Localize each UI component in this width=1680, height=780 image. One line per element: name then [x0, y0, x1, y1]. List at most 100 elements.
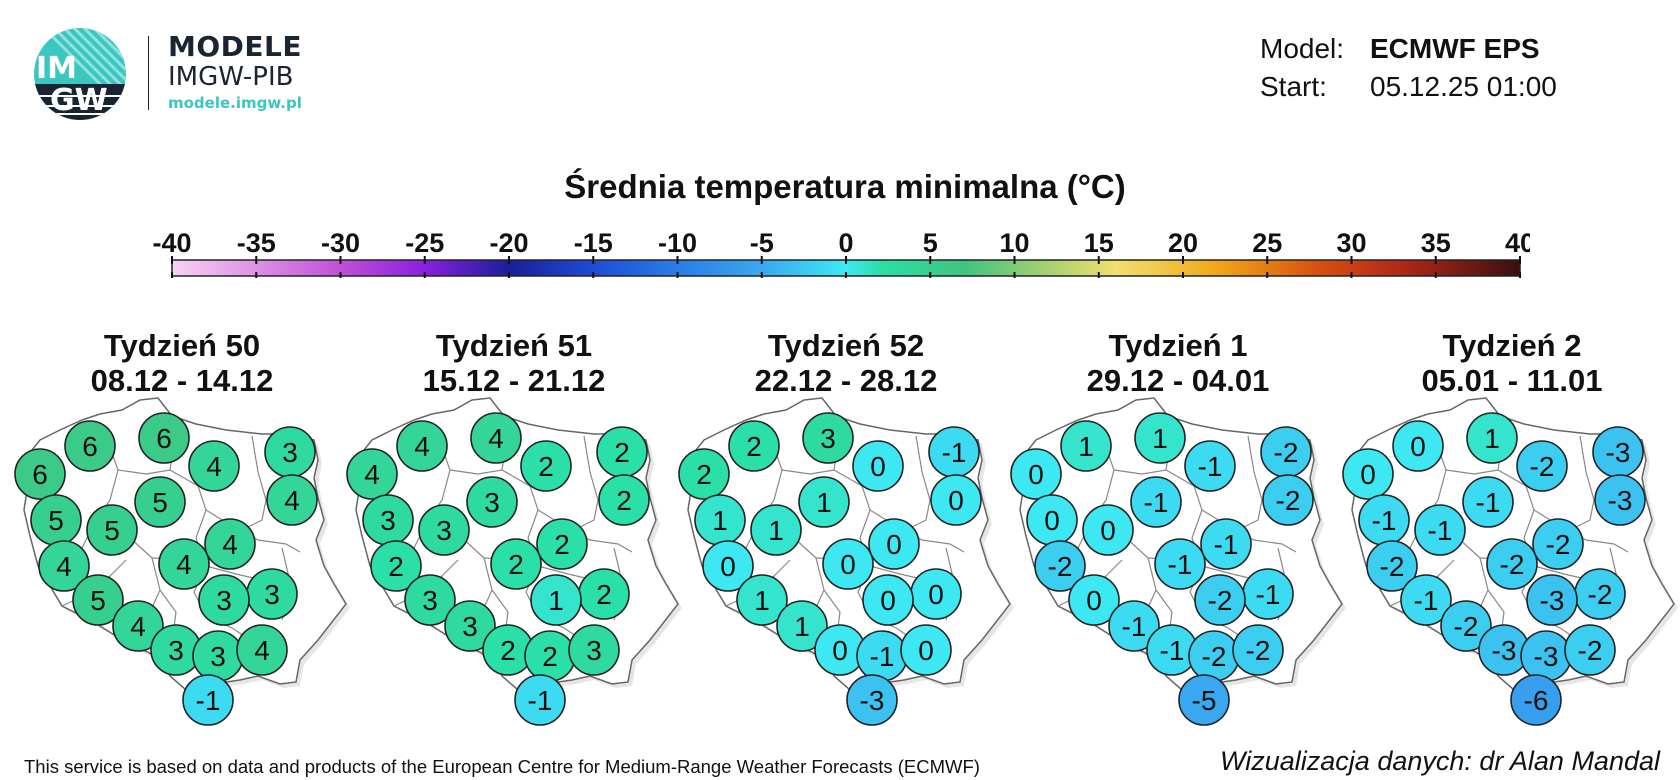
value-label: -2 [1578, 635, 1603, 666]
value-label: 0 [1360, 459, 1376, 490]
week-map: 0 0 1 -3 -2 -3 -1 -1 -1 -2 -2 -2 -2 -1 -2 -3 -3 -3 -2 -6 [1342, 397, 1678, 726]
region-value-marker: 1 [530, 574, 582, 626]
value-circle [1034, 540, 1086, 592]
value-label: 2 [388, 551, 404, 582]
value-label: -3 [1606, 437, 1631, 468]
value-label: 1 [768, 515, 784, 546]
start-value: 05.12.25 01:00 [1370, 71, 1557, 102]
region-border [781, 469, 897, 527]
region-value-marker: 3 [466, 476, 518, 528]
scale-tick-label: -20 [489, 228, 528, 258]
scale-tick-label: -40 [152, 228, 191, 258]
region-border [909, 435, 931, 529]
value-circle [1108, 600, 1160, 652]
value-label: -1 [1168, 549, 1193, 580]
region-value-marker: 5 [86, 504, 138, 556]
value-circle [1060, 420, 1112, 472]
imgw-logo-mark: IM GW [34, 28, 126, 120]
value-circle [1532, 518, 1584, 570]
value-label: 0 [1410, 431, 1426, 462]
value-circle [776, 600, 828, 652]
value-label: -1 [1256, 579, 1281, 610]
scale-tick-label: -35 [237, 228, 276, 258]
region-value-marker: -1 [1400, 574, 1452, 626]
region-value-marker: -1 [182, 674, 234, 726]
region-value-marker: 4 [266, 474, 318, 526]
region-value-marker: -1 [1146, 624, 1198, 676]
value-circle [1130, 476, 1182, 528]
region-value-marker: 1 [736, 574, 788, 626]
value-label: 1 [1484, 423, 1500, 454]
value-label: -1 [1476, 487, 1501, 518]
value-label: -2 [1274, 437, 1299, 468]
value-circle [1366, 540, 1418, 592]
region-value-marker: 1 [1060, 420, 1112, 472]
value-label: -1 [1122, 611, 1147, 642]
week-label: Tydzień 51 [436, 328, 592, 363]
region-value-marker: 5 [134, 476, 186, 528]
value-label: -1 [942, 437, 967, 468]
region-border [117, 469, 233, 527]
value-label: 0 [840, 549, 856, 580]
region-value-marker: 2 [598, 474, 650, 526]
region-value-marker: 1 [1466, 412, 1518, 464]
region-value-marker: 1 [694, 494, 746, 546]
logo-mark-bottom-text: GW [50, 83, 108, 118]
value-label: -1 [196, 685, 221, 716]
value-label: 5 [104, 515, 120, 546]
value-circle [1392, 420, 1444, 472]
value-circle [598, 474, 650, 526]
value-circle [490, 538, 542, 590]
region-value-marker: -1 [928, 426, 980, 478]
imgw-logo: IM GW MODELE IMGW-PIB modele.imgw.pl [32, 26, 322, 122]
value-label: 3 [820, 423, 836, 454]
region-value-marker: -5 [1178, 674, 1230, 726]
value-circle [852, 440, 904, 492]
region-value-marker: 0 [910, 568, 962, 620]
model-info: Model: ECMWF EPS Start: 05.12.25 01:00 [1260, 30, 1557, 106]
region-value-marker: 0 [1082, 504, 1134, 556]
value-label: 3 [586, 635, 602, 666]
week-map: 01 1 -2-1-20 0-1-2 -1-1-10-1-1-2-2 -2-5 [1010, 397, 1346, 726]
value-circle [1526, 574, 1578, 626]
region-value-marker: 2 [678, 448, 730, 500]
value-label: 0 [880, 585, 896, 616]
region-value-marker: 4 [236, 624, 288, 676]
start-row: Start: 05.12.25 01:00 [1260, 68, 1557, 106]
region-value-marker: 5 [72, 574, 124, 626]
value-circle [530, 574, 582, 626]
region-value-marker: -1 [1130, 476, 1182, 528]
value-circle [568, 624, 620, 676]
region-border [577, 435, 599, 529]
region-value-marker: 3 [198, 574, 250, 626]
value-circle [900, 624, 952, 676]
value-circle [72, 574, 124, 626]
value-circle [1414, 504, 1466, 556]
region-value-marker: 2 [596, 426, 648, 478]
value-label: -3 [1492, 635, 1517, 666]
region-value-marker: 0 [1068, 574, 1120, 626]
value-circle [1510, 674, 1562, 726]
value-label: -2 [1500, 549, 1525, 580]
footer-credit: Wizualizacja danych: dr Alan Mandal [1220, 746, 1660, 776]
region-value-marker: -2 [1440, 600, 1492, 652]
value-label: -1 [1144, 487, 1169, 518]
region-value-marker: 4 [346, 448, 398, 500]
logo-url: modele.imgw.pl [168, 94, 302, 112]
region-value-marker: 0 [930, 474, 982, 526]
value-circle [182, 674, 234, 726]
region-value-marker: 4 [188, 440, 240, 492]
scale-tick-label: -5 [750, 228, 774, 258]
value-label: -2 [1246, 635, 1271, 666]
scale-tick-label: 10 [999, 228, 1029, 258]
scale-tick-label: -25 [405, 228, 444, 258]
value-circle [64, 420, 116, 472]
value-label: -2 [1530, 451, 1555, 482]
region-value-marker: 6 [138, 412, 190, 464]
region-value-marker: 3 [362, 494, 414, 546]
value-label: 2 [538, 451, 554, 482]
value-circle [1564, 624, 1616, 676]
value-label: -2 [1048, 551, 1073, 582]
value-label: -2 [1588, 579, 1613, 610]
